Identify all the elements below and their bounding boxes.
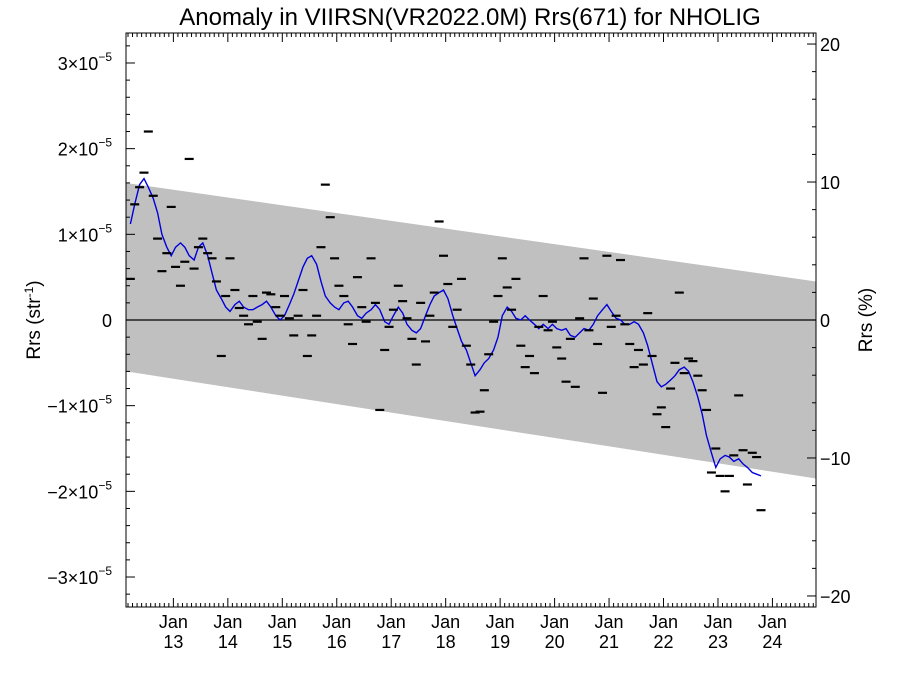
x-tick-label-month: Jan bbox=[213, 612, 242, 632]
y2-tick-label: −20 bbox=[820, 587, 851, 607]
x-tick-label-year: 18 bbox=[436, 632, 456, 652]
uncertainty-band bbox=[126, 182, 816, 479]
y-axis-label: Rrs (str-1) bbox=[22, 280, 45, 359]
y-tick-label-exp: −5 bbox=[98, 393, 112, 407]
band-layer bbox=[126, 182, 816, 479]
y-tick-label: −3×10−5 bbox=[47, 564, 112, 588]
y-axis-label-sup: -1 bbox=[22, 286, 36, 297]
y-tick-label-exp: −5 bbox=[98, 564, 112, 578]
x-tick-label-month: Jan bbox=[595, 612, 624, 632]
y-tick-label-exp: −5 bbox=[98, 136, 112, 150]
y-tick-label-exp: −5 bbox=[98, 478, 112, 492]
smoothed-series-line bbox=[129, 177, 762, 477]
x-tick-label-month: Jan bbox=[431, 612, 460, 632]
x-tick-label-year: 19 bbox=[490, 632, 510, 652]
y-tick-label-base: −1×10 bbox=[47, 397, 98, 417]
x-tick-label-month: Jan bbox=[159, 612, 188, 632]
x-tick-label-year: 15 bbox=[272, 632, 292, 652]
y-tick-label-base: −2×10 bbox=[47, 482, 98, 502]
chart-title: Anomaly in VIIRSN(VR2022.0M) Rrs(671) fo… bbox=[179, 4, 761, 31]
y-tick-label: −2×10−5 bbox=[47, 478, 112, 502]
y-tick-label: 2×10−5 bbox=[58, 136, 113, 160]
y2-axis-label: Rrs (%) bbox=[856, 288, 877, 352]
y-tick-label-base: 3×10 bbox=[58, 54, 99, 74]
ticks-layer bbox=[126, 33, 816, 607]
x-tick-label-month: Jan bbox=[649, 612, 678, 632]
y2-tick-label: 0 bbox=[820, 311, 830, 331]
y-tick-label-exp: −5 bbox=[98, 50, 112, 64]
x-tick-label-year: 17 bbox=[381, 632, 401, 652]
x-tick-label-month: Jan bbox=[268, 612, 297, 632]
y-tick-label: 3×10−5 bbox=[58, 50, 113, 74]
y-tick-label-base: 0 bbox=[102, 311, 112, 331]
y-tick-label-exp: −5 bbox=[98, 221, 112, 235]
y2-tick-label: 20 bbox=[820, 35, 840, 55]
y-tick-label-base: 2×10 bbox=[58, 140, 99, 160]
x-tick-label-year: 14 bbox=[218, 632, 238, 652]
x-tick-label-year: 13 bbox=[163, 632, 183, 652]
y-tick-label: 0 bbox=[102, 311, 112, 331]
y-axis-label-tail: ) bbox=[24, 280, 45, 286]
y-tick-label: 1×10−5 bbox=[58, 221, 113, 245]
y2-tick-label: −10 bbox=[820, 449, 851, 469]
x-tick-label-month: Jan bbox=[377, 612, 406, 632]
x-tick-label-year: 24 bbox=[762, 632, 782, 652]
x-tick-label-year: 20 bbox=[545, 632, 565, 652]
x-tick-label-year: 22 bbox=[653, 632, 673, 652]
y2-tick-label: 10 bbox=[820, 173, 840, 193]
x-tick-label-month: Jan bbox=[703, 612, 732, 632]
x-tick-label-month: Jan bbox=[486, 612, 515, 632]
x-tick-label-month: Jan bbox=[540, 612, 569, 632]
y-axis-label-base: Rrs (str bbox=[24, 297, 45, 360]
y-tick-label-base: −3×10 bbox=[47, 568, 98, 588]
y-tick-label-base: 1×10 bbox=[58, 225, 99, 245]
monthly-points-layer bbox=[125, 130, 766, 512]
tick-labels-layer: −3×10−5−2×10−5−1×10−501×10−52×10−53×10−5… bbox=[47, 35, 850, 652]
x-tick-label-year: 16 bbox=[327, 632, 347, 652]
x-tick-label-month: Jan bbox=[322, 612, 351, 632]
x-tick-label-month: Jan bbox=[758, 612, 787, 632]
y-tick-label: −1×10−5 bbox=[47, 393, 112, 417]
x-tick-label-year: 23 bbox=[708, 632, 728, 652]
smoothed-line-layer bbox=[129, 177, 762, 477]
x-tick-label-year: 21 bbox=[599, 632, 619, 652]
